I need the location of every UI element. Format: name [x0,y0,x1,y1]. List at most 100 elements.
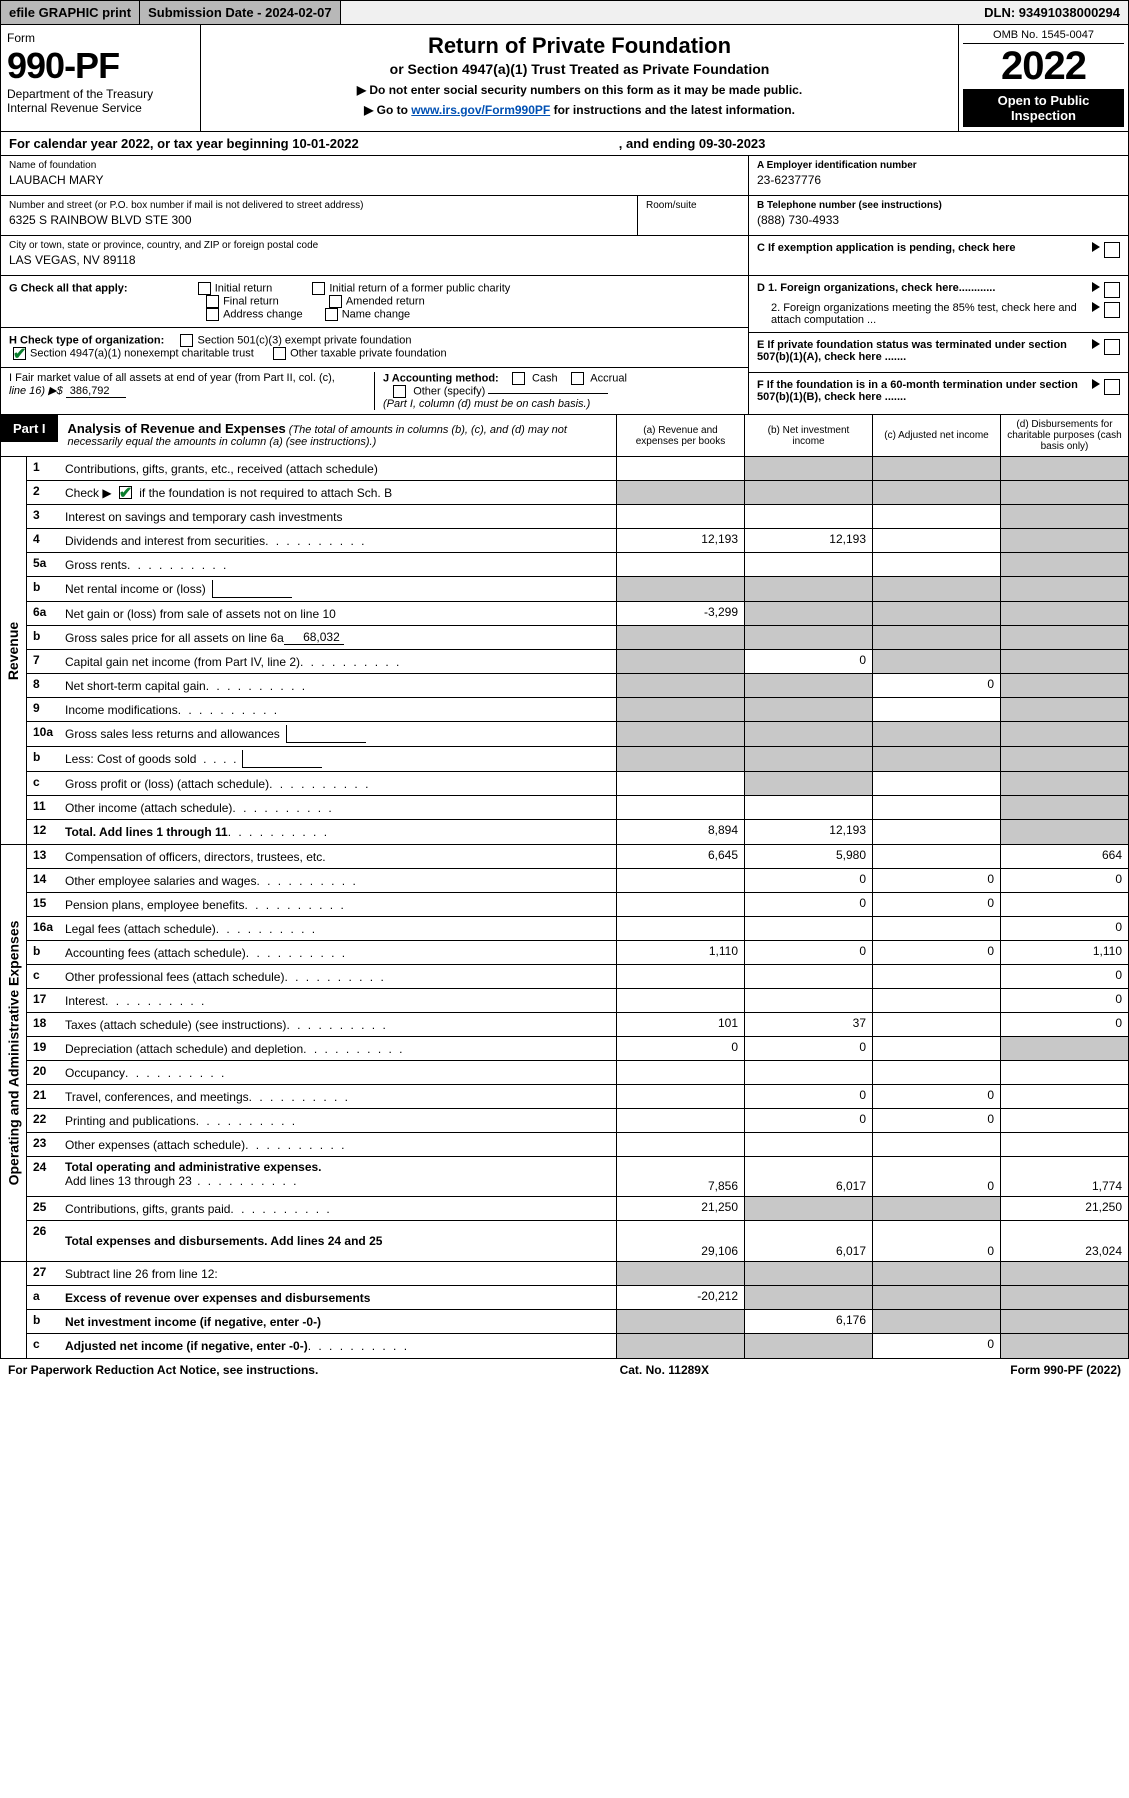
60-month-checkbox[interactable] [1104,379,1120,395]
cell-d: 23,024 [1000,1221,1128,1261]
street-address: 6325 S RAINBOW BLVD STE 300 [9,213,629,227]
cell-a [616,772,744,795]
other-specify-checkbox[interactable] [393,385,406,398]
cell-a: 6,645 [616,845,744,868]
line-num: 15 [27,893,61,916]
cell-b [744,1334,872,1358]
other-taxable-checkbox[interactable] [273,347,286,360]
cell-a [616,1109,744,1132]
cell-b [744,772,872,795]
efile-print-button[interactable]: efile GRAPHIC print [1,1,140,24]
line-desc: Other employee salaries and wages [61,869,616,892]
line-num: 6a [27,602,61,625]
cell-c [872,747,1000,771]
line-num: 10a [27,722,61,746]
cell-b [744,1061,872,1084]
cell-b: 0 [744,893,872,916]
initial-return-public-checkbox[interactable] [312,282,325,295]
g-check-row: G Check all that apply: Initial return I… [1,276,748,328]
part1-title: Analysis of Revenue and Expenses [68,421,286,436]
col-c-header: (c) Adjusted net income [872,415,1000,456]
section-4947-checkbox[interactable] [13,347,26,360]
cell-d [1000,674,1128,697]
cell-a [616,553,744,576]
r24-title: Total operating and administrative expen… [65,1160,322,1174]
cell-c [872,577,1000,601]
address-change-checkbox[interactable] [206,308,219,321]
cell-a [616,1334,744,1358]
cell-a [616,457,744,480]
table-row: 23 Other expenses (attach schedule) [27,1133,1128,1157]
cell-d: 1,774 [1000,1157,1128,1196]
city-row: City or town, state or province, country… [1,236,748,276]
line-num: 13 [27,845,61,868]
amended-return-checkbox[interactable] [329,295,342,308]
cell-b [744,989,872,1012]
cell-c [872,1061,1000,1084]
cell-d [1000,698,1128,721]
cell-b [744,577,872,601]
foreign-org-checkbox[interactable] [1104,282,1120,298]
table-row: c Other professional fees (attach schedu… [27,965,1128,989]
status-terminated-checkbox[interactable] [1104,339,1120,355]
cell-d [1000,626,1128,649]
table-row: b Net rental income or (loss) [27,577,1128,602]
line-num: 12 [27,820,61,844]
info-left: Name of foundation LAUBACH MARY Number a… [1,156,748,414]
line-desc: Contributions, gifts, grants, etc., rece… [61,457,616,480]
cell-c [872,602,1000,625]
cell-d [1000,505,1128,528]
revenue-side-label: Revenue [1,457,27,844]
col-a-header: (a) Revenue and expenses per books [616,415,744,456]
line-desc: Interest [61,989,616,1012]
cell-c [872,553,1000,576]
cell-a [616,505,744,528]
cell-b [744,481,872,504]
cell-c [872,505,1000,528]
g-opt-4: Address change [223,308,303,320]
city-value: LAS VEGAS, NV 89118 [9,253,740,267]
table-row: 4 Dividends and interest from securities… [27,529,1128,553]
foundation-name-label: Name of foundation [9,160,740,171]
table-row: 5a Gross rents [27,553,1128,577]
line-num: 27 [27,1262,61,1285]
name-change-checkbox[interactable] [325,308,338,321]
accrual-checkbox[interactable] [571,372,584,385]
submission-date: Submission Date - 2024-02-07 [140,1,341,24]
header-left: Form 990-PF Department of the Treasury I… [1,25,201,131]
h-opt3: Other taxable private foundation [290,347,447,359]
cell-c [872,965,1000,988]
final-return-checkbox[interactable] [206,295,219,308]
line-num: c [27,772,61,795]
cell-d [1000,553,1128,576]
section-501c3-checkbox[interactable] [180,334,193,347]
foreign-85-checkbox[interactable] [1104,302,1120,318]
line27-section: 27 Subtract line 26 from line 12: a Exce… [0,1262,1129,1359]
d1-label: D 1. Foreign organizations, check here..… [757,282,995,294]
r2-pre: Check ▶ [65,486,112,500]
initial-return-checkbox[interactable] [198,282,211,295]
gross-sales-price: 68,032 [284,630,344,645]
table-row: 13 Compensation of officers, directors, … [27,845,1128,869]
cell-a: 29,106 [616,1221,744,1261]
schb-checkbox[interactable] [119,486,132,499]
note2-post: for instructions and the latest informat… [550,103,795,117]
inline-box [286,725,366,743]
table-row: 12 Total. Add lines 1 through 11 8,894 1… [27,820,1128,844]
cell-a: 12,193 [616,529,744,552]
table-row: b Less: Cost of goods sold . . . . [27,747,1128,772]
exemption-pending-checkbox[interactable] [1104,242,1120,258]
cell-d [1000,1085,1128,1108]
room-label: Room/suite [646,200,740,211]
city-label: City or town, state or province, country… [9,240,740,251]
revenue-section: Revenue 1 Contributions, gifts, grants, … [0,457,1129,845]
cash-checkbox[interactable] [512,372,525,385]
form990pf-link[interactable]: www.irs.gov/Form990PF [411,103,550,117]
foundation-name: LAUBACH MARY [9,173,740,187]
cell-b [744,553,872,576]
cell-a [616,1262,744,1285]
cell-c [872,989,1000,1012]
cell-d: 0 [1000,1013,1128,1036]
table-row: 18 Taxes (attach schedule) (see instruct… [27,1013,1128,1037]
e-label: E If private foundation status was termi… [757,339,1067,363]
